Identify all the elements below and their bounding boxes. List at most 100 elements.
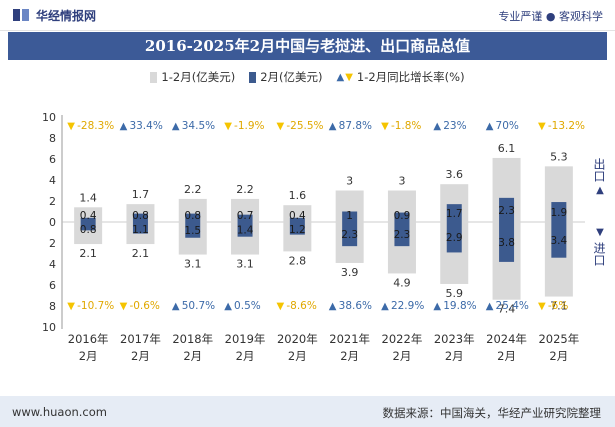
bar-import-month — [237, 222, 253, 237]
label-import-month: 1.5 — [184, 225, 201, 237]
label-export-month: 1.9 — [550, 207, 567, 219]
label-export-growth: 70% — [496, 120, 519, 132]
label-export-month: 1.7 — [446, 208, 463, 220]
bar-export-month — [499, 197, 515, 222]
y-tick-label-top: 6 — [49, 153, 56, 166]
tagline: 专业严谨 ● 客观科学 — [498, 10, 603, 23]
legend-item-cumulative: 1-2月(亿美元) — [150, 69, 235, 85]
growth-up-arrow-icon: ▲ — [433, 301, 441, 312]
label-import-cumulative: 5.9 — [446, 287, 464, 300]
label-import-cumulative: 3.9 — [341, 266, 359, 279]
x-category-label-year: 2020年 — [277, 332, 318, 346]
label-export-growth: -28.3% — [77, 120, 114, 132]
label-import-growth: 38.6% — [339, 300, 372, 312]
x-category-label-year: 2025年 — [538, 332, 579, 346]
label-export-cumulative: 6.1 — [498, 142, 516, 155]
label-import-growth: -6% — [548, 300, 568, 312]
label-import-cumulative: 2.1 — [132, 247, 150, 260]
x-category-label-month: 2月 — [79, 349, 98, 363]
y-tick-label-top: 0 — [49, 216, 56, 229]
label-export-cumulative: 2.2 — [184, 183, 202, 196]
y-tick-label-top: 10 — [42, 111, 56, 124]
label-export-month: 0.4 — [80, 210, 97, 222]
label-import-month: 3.4 — [550, 235, 567, 247]
x-category-label-year: 2023年 — [434, 332, 475, 346]
legend-item-month: 2月(亿美元) — [249, 69, 322, 85]
x-category-label-year: 2019年 — [225, 332, 266, 346]
label-export-growth: 33.4% — [129, 120, 162, 132]
import-label-text: 进口 — [592, 242, 606, 266]
website-url[interactable]: www.huaon.com — [12, 405, 107, 419]
label-export-month: 0.8 — [132, 210, 149, 222]
bar-export-month — [185, 213, 201, 222]
y-tick-label-bottom: 4 — [49, 258, 56, 271]
import-down-arrow-icon: ▼ — [596, 227, 604, 238]
bar-import-month — [446, 222, 462, 253]
growth-down-arrow-icon: ▼ — [67, 121, 75, 132]
label-import-cumulative: 3.1 — [236, 258, 254, 271]
bar-import-month — [80, 222, 96, 231]
label-import-cumulative: 2.1 — [79, 247, 97, 260]
x-category-label-month: 2月 — [549, 349, 568, 363]
label-export-cumulative: 3 — [346, 175, 353, 188]
label-import-cumulative: 7.1 — [550, 300, 568, 313]
x-category-label-month: 2月 — [288, 349, 307, 363]
label-export-month: 1 — [346, 210, 353, 222]
growth-down-arrow-icon: ▼ — [381, 121, 389, 132]
brand-logo-icon — [13, 9, 29, 21]
bar-import-month — [551, 222, 567, 258]
label-export-cumulative: 1.4 — [79, 191, 97, 204]
y-tick-label-top: 8 — [49, 132, 56, 145]
x-category-label-year: 2024年 — [486, 332, 527, 346]
label-export-month: 0.9 — [394, 210, 411, 222]
growth-down-arrow-icon: ▼ — [276, 301, 284, 312]
growth-up-arrow-icon: ▲ — [433, 121, 441, 132]
x-category-label-month: 2月 — [393, 349, 412, 363]
label-import-growth: 19.8% — [443, 300, 476, 312]
y-tick-label-bottom: 10 — [42, 321, 56, 334]
label-export-cumulative: 5.3 — [550, 150, 568, 163]
label-import-month: 1.2 — [289, 224, 306, 236]
top-bar: 华经情报网 专业严谨 ● 客观科学 — [0, 0, 615, 31]
label-import-cumulative: 2.8 — [289, 254, 307, 267]
bar-export-month — [132, 213, 148, 222]
bar-import-month — [394, 222, 410, 247]
y-tick-label-bottom: 2 — [49, 237, 56, 250]
y-tick-label-bottom: 6 — [49, 279, 56, 292]
export-up-arrow-icon: ▲ — [596, 185, 604, 196]
x-category-label-year: 2021年 — [329, 332, 370, 346]
legend-swatch-cumulative — [150, 71, 158, 83]
label-import-growth: 0.5% — [234, 300, 261, 312]
growth-down-arrow-icon: ▼ — [67, 301, 75, 312]
bar-export-month — [237, 214, 253, 222]
x-category-label-month: 2月 — [340, 349, 359, 363]
growth-down-arrow-icon: ▼ — [224, 121, 232, 132]
export-side-label: 出口 ▲ — [592, 158, 608, 198]
growth-up-arrow-icon: ▲ — [224, 301, 232, 312]
x-category-label-month: 2月 — [445, 349, 464, 363]
growth-down-arrow-icon: ▼ — [276, 121, 284, 132]
footer: www.huaon.com 数据来源：中国海关，华经产业研究院整理 — [0, 396, 615, 427]
label-export-growth: 23% — [443, 120, 466, 132]
label-export-month: 0.7 — [237, 210, 254, 222]
label-export-cumulative: 1.6 — [289, 189, 307, 202]
legend-label-growth: 1-2月同比增长率(%) — [356, 70, 465, 84]
label-export-month: 0.8 — [184, 210, 201, 222]
x-category-label-year: 2016年 — [68, 332, 109, 346]
label-import-month: 2.3 — [394, 229, 411, 241]
growth-up-arrow-icon: ▲ — [329, 121, 337, 132]
x-category-label-year: 2022年 — [382, 332, 423, 346]
label-export-cumulative: 3.6 — [446, 168, 464, 181]
label-export-cumulative: 2.2 — [236, 183, 254, 196]
bar-import-month — [132, 222, 148, 234]
brand-name: 华经情报网 — [36, 8, 97, 23]
legend-label-cumulative: 1-2月(亿美元) — [161, 70, 236, 84]
chart-title: 2016-2025年2月中国与老挝进、出口商品总值 — [144, 37, 471, 55]
brand: 华经情报网 — [12, 6, 96, 24]
label-export-growth: -25.5% — [286, 120, 323, 132]
label-import-growth: -8.6% — [286, 300, 316, 312]
label-export-month: 2.3 — [498, 205, 515, 217]
growth-down-arrow-icon: ▼ — [538, 301, 546, 312]
x-category-label-month: 2月 — [236, 349, 255, 363]
